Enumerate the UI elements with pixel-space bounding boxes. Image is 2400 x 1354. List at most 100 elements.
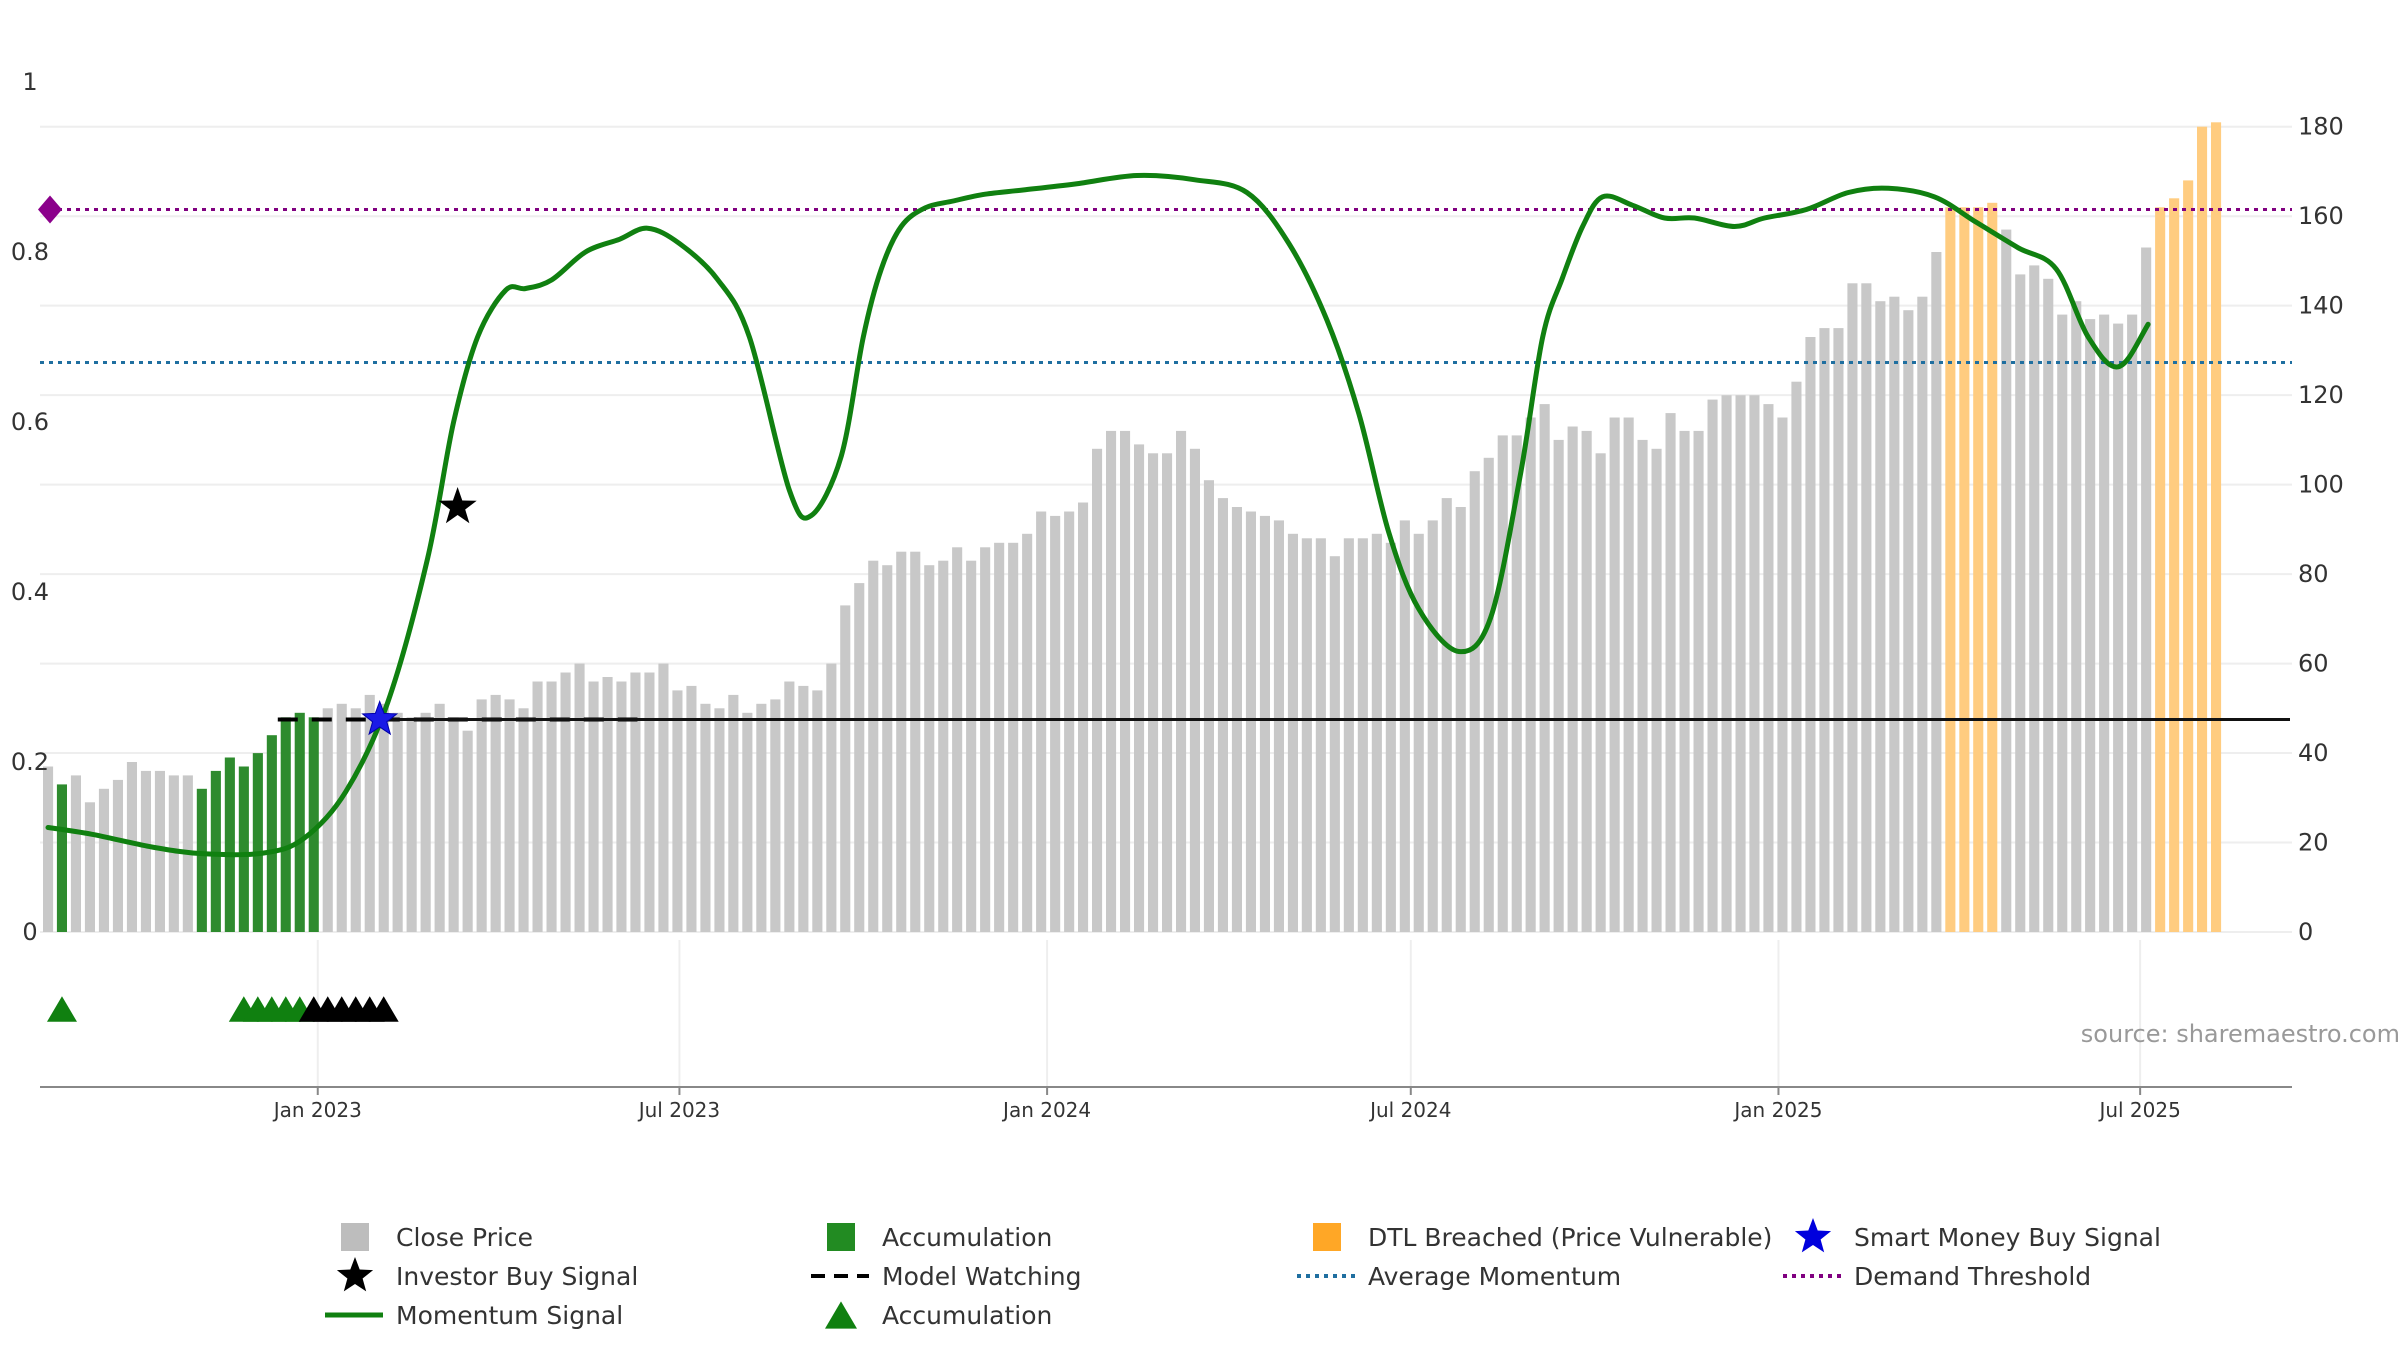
close-price-bar [1777, 417, 1788, 932]
right-y-tick-label: 120 [2298, 381, 2344, 409]
close-price-bar [560, 672, 571, 932]
close-price-bar [1609, 417, 1620, 932]
legend-item: Demand Threshold [1783, 1262, 2091, 1291]
close-price-bar [574, 663, 585, 932]
right-y-tick-label: 160 [2298, 202, 2344, 230]
legend-square-swatch [341, 1223, 369, 1251]
dtl-breached-bar [1987, 202, 1998, 933]
left-y-tick-label: 1 [22, 68, 37, 96]
close-price-bar [1567, 426, 1578, 932]
close-price-bar [1903, 310, 1914, 932]
dtl-breached-bar [2169, 198, 2180, 933]
close-price-bar [1148, 453, 1159, 932]
close-price-bar [364, 694, 375, 932]
close-price-bar [1833, 328, 1844, 933]
close-price-bar [2043, 278, 2054, 932]
close-price-bar [1427, 520, 1438, 932]
close-price-bar [1050, 515, 1061, 932]
close-price-bar [812, 690, 823, 932]
right-y-tick-label: 180 [2298, 113, 2344, 141]
close-price-bar [2085, 319, 2096, 933]
left-y-tick-label: 0.6 [11, 408, 49, 436]
close-price-bar [2071, 301, 2082, 932]
close-price-bar [336, 703, 347, 932]
close-price-bar [1539, 404, 1550, 933]
close-price-bar [2015, 274, 2026, 932]
legend-label: Demand Threshold [1854, 1262, 2091, 1291]
close-price-bar [1176, 430, 1187, 932]
close-price-bar [1162, 453, 1173, 932]
close-price-bar [1203, 480, 1214, 932]
smart-money-buy-signal-star [361, 700, 399, 736]
close-price-bar [1189, 448, 1200, 932]
close-price-bar [1749, 395, 1760, 932]
dtl-breached-bar [1973, 207, 1984, 933]
right-y-tick-label: 40 [2298, 739, 2329, 767]
dtl-breached-bar [2183, 180, 2194, 932]
legend-item: Average Momentum [1297, 1262, 1621, 1291]
close-price-bar [1106, 430, 1117, 932]
close-price-bar [882, 565, 893, 932]
close-price-bar [1399, 520, 1410, 932]
close-price-bar [546, 681, 557, 932]
close-price-bar [434, 703, 445, 932]
close-price-bar [1889, 296, 1900, 932]
legend-label: Accumulation [882, 1223, 1052, 1252]
close-price-bar [1008, 542, 1019, 932]
close-price-bar [798, 685, 809, 932]
dtl-breached-bar [2211, 122, 2222, 933]
right-y-tick-label: 100 [2298, 471, 2344, 499]
close-price-bar [1245, 511, 1256, 932]
close-price-bar [1917, 296, 1928, 932]
close-price-bar [2113, 323, 2124, 933]
accumulation-bar [56, 784, 67, 932]
legend-label: Smart Money Buy Signal [1854, 1223, 2161, 1252]
close-price-bar [1329, 556, 1340, 932]
close-price-bar [112, 779, 123, 932]
legend-label: DTL Breached (Price Vulnerable) [1368, 1223, 1772, 1252]
close-price-bar [448, 717, 459, 932]
close-price-bar [154, 770, 165, 932]
accumulation-bar [252, 753, 263, 932]
close-price-bar [1735, 395, 1746, 932]
close-price-bar [924, 565, 935, 932]
close-price-bar [2029, 265, 2040, 932]
right-y-tick-label: 80 [2298, 560, 2329, 588]
close-price-bar [1385, 542, 1396, 932]
close-price-bar [784, 681, 795, 932]
close-price-bar [1036, 511, 1047, 932]
close-price-bar [686, 685, 697, 932]
dtl-breached-bar [1959, 207, 1970, 933]
investor-buy-signal-star [438, 487, 477, 524]
close-price-bar [1301, 538, 1312, 932]
close-price-bar [98, 788, 109, 932]
close-price-bar [1497, 435, 1508, 932]
accumulation-bar [196, 788, 207, 932]
close-price-bar [1931, 252, 1942, 932]
close-price-bar [1679, 430, 1690, 932]
close-price-bar [518, 708, 529, 932]
close-price-bar [406, 717, 417, 932]
close-price-bar [490, 694, 501, 932]
legend-item: Close Price [341, 1223, 533, 1252]
price-bars [43, 122, 2222, 933]
close-price-bar [462, 730, 473, 932]
legend-star-swatch [336, 1257, 374, 1292]
accumulation-bar [266, 735, 277, 932]
legend-label: Momentum Signal [396, 1301, 623, 1330]
close-price-bar [1469, 471, 1480, 932]
close-price-bar [672, 690, 683, 932]
x-tick-label: Jul 2025 [2097, 1098, 2180, 1122]
right-y-tick-label: 20 [2298, 829, 2329, 857]
legend-item: Accumulation [827, 1223, 1052, 1252]
close-price-bar [728, 694, 739, 932]
close-price-bar [43, 766, 54, 932]
close-price-bar [392, 712, 403, 932]
left-y-tick-label: 0.8 [11, 238, 49, 266]
close-price-bar [1637, 439, 1648, 932]
signal-lines [38, 172, 2292, 858]
accumulation-bar [294, 712, 305, 932]
close-price-bar [1693, 430, 1704, 932]
close-price-bar [854, 583, 865, 932]
